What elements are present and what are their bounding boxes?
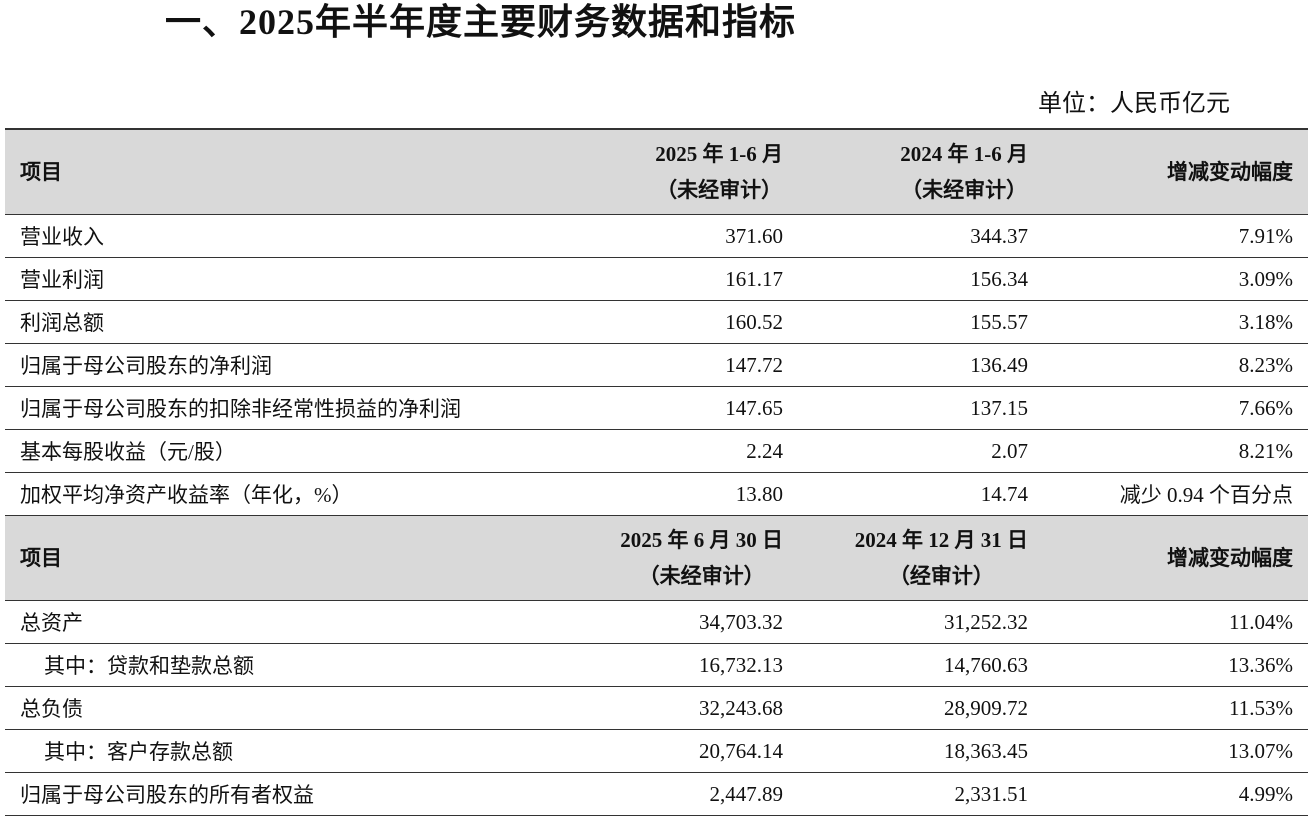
row-label: 其中：客户存款总额 [5, 729, 560, 773]
data-row: 基本每股收益（元/股） 2.24 2.07 8.21% [5, 429, 1308, 473]
cell-value: 20,764.14 [560, 729, 800, 773]
cell-value: 2,331.51 [800, 772, 1045, 816]
header-line: 2024 年 12 月 31 日 [854, 528, 1028, 552]
header-text: 2025 年 1-6 月 （未经审计） [655, 136, 783, 208]
header-cell: 2024 年 1-6 月 （未经审计） [800, 129, 1045, 215]
data-row: 其中：客户存款总额 20,764.14 18,363.45 13.07% [5, 729, 1308, 773]
data-row: 营业利润 161.17 156.34 3.09% [5, 257, 1308, 301]
financial-table: 项目 2025 年 1-6 月 （未经审计） 2024 年 1-6 月 （未经审计） 增减… [5, 128, 1308, 816]
data-row: 归属于母公司股东的扣除非经常性损益的净利润 147.65 137.15 7.66% [5, 386, 1308, 430]
data-row: 总资产 34,703.32 31,252.32 11.04% [5, 600, 1308, 644]
cell-value: 4.99% [1045, 772, 1308, 816]
header-row: 项目 2025 年 1-6 月 （未经审计） 2024 年 1-6 月 （未经审计） 增减… [5, 129, 1308, 215]
cell-value: 147.65 [560, 386, 800, 430]
unit-label: 单位：人民币亿元 [1038, 91, 1230, 117]
cell-value: 344.37 [800, 214, 1045, 258]
data-row: 归属于母公司股东的净利润 147.72 136.49 8.23% [5, 343, 1308, 387]
row-label: 利润总额 [5, 300, 560, 344]
table-body: 项目 2025 年 1-6 月 （未经审计） 2024 年 1-6 月 （未经审计） 增减… [5, 129, 1308, 816]
row-label: 归属于母公司股东的所有者权益 [5, 772, 560, 816]
cell-value: 减少 0.94 个百分点 [1045, 472, 1308, 516]
cell-value: 7.91% [1045, 214, 1308, 258]
header-line: （未经审计） [901, 178, 1028, 202]
row-label: 归属于母公司股东的扣除非经常性损益的净利润 [5, 386, 560, 430]
cell-value: 11.04% [1045, 600, 1308, 644]
cell-value: 11.53% [1045, 686, 1308, 730]
data-row: 加权平均净资产收益率（年化，%） 13.80 14.74 减少 0.94 个百分点 [5, 472, 1308, 516]
cell-value: 2.24 [560, 429, 800, 473]
data-row: 利润总额 160.52 155.57 3.18% [5, 300, 1308, 344]
row-label: 营业收入 [5, 214, 560, 258]
row-label: 基本每股收益（元/股） [5, 429, 560, 473]
data-row: 营业收入 371.60 344.37 7.91% [5, 214, 1308, 258]
row-label: 总负债 [5, 686, 560, 730]
header-cell: 2024 年 12 月 31 日 （经审计） [800, 515, 1045, 601]
row-label: 营业利润 [5, 257, 560, 301]
row-label: 其中：贷款和垫款总额 [5, 643, 560, 687]
cell-value: 8.21% [1045, 429, 1308, 473]
header-cell: 2025 年 6 月 30 日 （未经审计） [560, 515, 800, 601]
header-text: 2024 年 1-6 月 （未经审计） [900, 136, 1028, 208]
header-line: （未经审计） [638, 564, 765, 588]
cell-value: 2.07 [800, 429, 1045, 473]
cell-value: 147.72 [560, 343, 800, 387]
cell-value: 155.57 [800, 300, 1045, 344]
cell-value: 16,732.13 [560, 643, 800, 687]
header-line: 2025 年 1-6 月 [655, 142, 783, 166]
cell-value: 13.80 [560, 472, 800, 516]
cell-value: 8.23% [1045, 343, 1308, 387]
cell-value: 156.34 [800, 257, 1045, 301]
cell-value: 136.49 [800, 343, 1045, 387]
cell-value: 7.66% [1045, 386, 1308, 430]
title: 一、2025年半年度主要财务数据和指标 [165, 2, 797, 42]
header-text: 2024 年 12 月 31 日 （经审计） [855, 522, 1028, 594]
header-line: （经审计） [888, 564, 994, 588]
row-label: 归属于母公司股东的净利润 [5, 343, 560, 387]
header-row: 项目 2025 年 6 月 30 日 （未经审计） 2024 年 12 月 31 日 （… [5, 515, 1308, 601]
row-label: 加权平均净资产收益率（年化，%） [5, 472, 560, 516]
cell-value: 371.60 [560, 214, 800, 258]
cell-value: 14.74 [800, 472, 1045, 516]
header-text: 2025 年 6 月 30 日 （未经审计） [620, 522, 783, 594]
cell-value: 3.18% [1045, 300, 1308, 344]
cell-value: 28,909.72 [800, 686, 1045, 730]
cell-value: 137.15 [800, 386, 1045, 430]
header-cell: 增减变动幅度 [1045, 129, 1308, 215]
cell-value: 34,703.32 [560, 600, 800, 644]
data-row: 总负债 32,243.68 28,909.72 11.53% [5, 686, 1308, 730]
cell-value: 13.36% [1045, 643, 1308, 687]
cell-value: 14,760.63 [800, 643, 1045, 687]
header-cell: 项目 [5, 129, 560, 215]
cell-value: 18,363.45 [800, 729, 1045, 773]
cell-value: 32,243.68 [560, 686, 800, 730]
header-cell: 2025 年 1-6 月 （未经审计） [560, 129, 800, 215]
cell-value: 13.07% [1045, 729, 1308, 773]
cell-value: 160.52 [560, 300, 800, 344]
header-line: （未经审计） [656, 178, 783, 202]
header-cell: 项目 [5, 515, 560, 601]
cell-value: 31,252.32 [800, 600, 1045, 644]
data-row: 归属于母公司股东的所有者权益 2,447.89 2,331.51 4.99% [5, 772, 1308, 816]
cell-value: 2,447.89 [560, 772, 800, 816]
cell-value: 161.17 [560, 257, 800, 301]
cell-value: 3.09% [1045, 257, 1308, 301]
header-line: 2025 年 6 月 30 日 [620, 528, 783, 552]
row-label: 总资产 [5, 600, 560, 644]
data-row: 其中：贷款和垫款总额 16,732.13 14,760.63 13.36% [5, 643, 1308, 687]
header-cell: 增减变动幅度 [1045, 515, 1308, 601]
header-line: 2024 年 1-6 月 [900, 142, 1028, 166]
